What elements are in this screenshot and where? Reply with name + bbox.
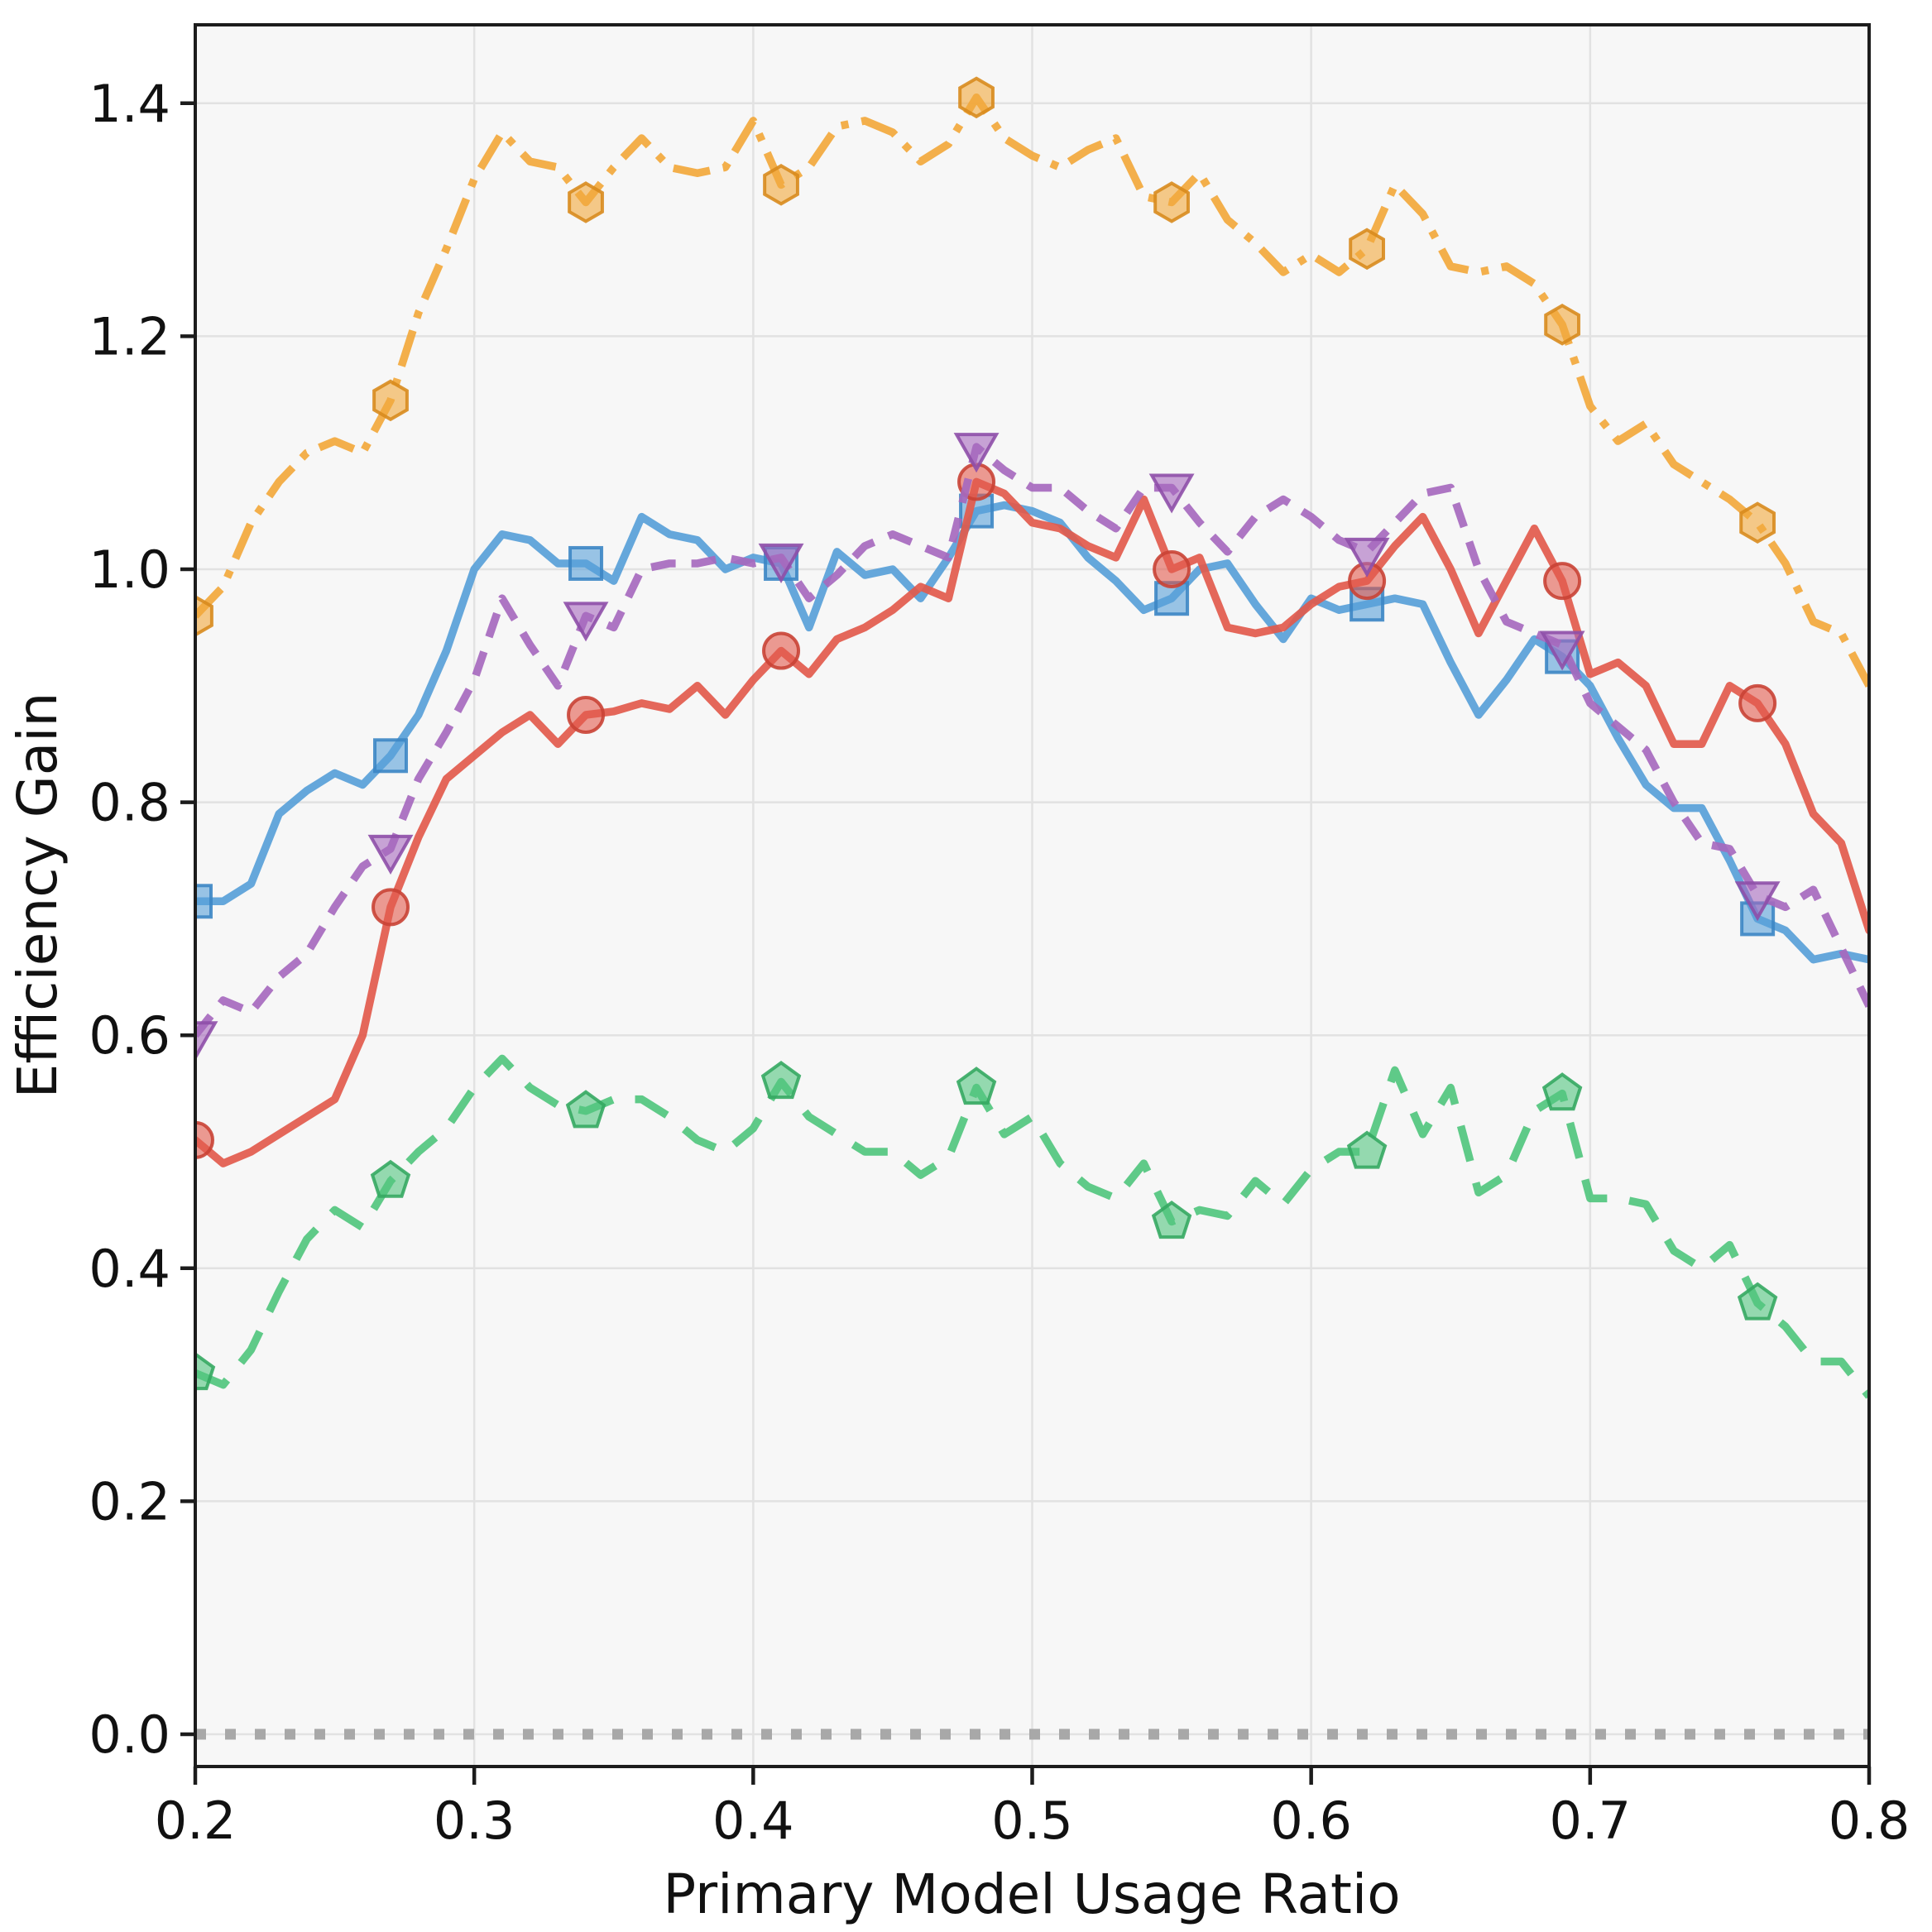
marker-triangle-down [563, 602, 609, 642]
marker-pentagon [1737, 1282, 1778, 1321]
series-line-orange-dashdot-hexagon [195, 93, 1869, 688]
marker-hexagon [568, 181, 604, 223]
marker-circle [195, 1120, 214, 1159]
marker-hexagon [1349, 228, 1385, 271]
marker-pentagon [1541, 1072, 1583, 1111]
marker-triangle-down [195, 1021, 218, 1062]
marker-pentagon [1346, 1130, 1388, 1169]
marker-triangle-down [758, 543, 804, 583]
marker-circle [372, 888, 410, 927]
marker-hexagon [763, 164, 799, 206]
marker-circle [762, 631, 801, 670]
marker-pentagon [565, 1090, 606, 1129]
x-tick-label: 0.6 [1270, 1791, 1352, 1851]
marker-pentagon [956, 1067, 997, 1105]
x-axis-label: Primary Model Usage Ratio [663, 1862, 1400, 1926]
y-tick-label: 0.2 [89, 1471, 170, 1532]
x-tick-label: 0.3 [434, 1791, 515, 1851]
marker-square [373, 738, 409, 774]
y-tick-label: 0.0 [89, 1704, 170, 1765]
x-tick-label: 0.5 [991, 1791, 1073, 1851]
series-line-blue-solid-square [195, 501, 1869, 964]
y-tick-label: 1.0 [89, 539, 170, 600]
marker-circle [567, 696, 606, 734]
chart-body: 0.2 0.3 0.4 0.5 0.6 0.7 0.8 0.0 0.2 0.4 0.6 0.8 1.0 1… [89, 23, 1910, 1851]
marker-triangle-down [1539, 630, 1585, 671]
marker-hexagon [958, 76, 995, 119]
series-line-green-dashed-pentagon [195, 1054, 1869, 1399]
y-axis-label: Efficiency Gain [6, 693, 70, 1099]
marker-pentagon [195, 1352, 216, 1391]
marker-triangle-down [1734, 881, 1781, 922]
marker-hexagon [1544, 304, 1581, 346]
marker-pentagon [1151, 1201, 1192, 1239]
y-tick-label: 0.8 [89, 773, 170, 833]
marker-hexagon [195, 595, 213, 637]
marker-hexagon [1739, 501, 1776, 544]
marker-pentagon [370, 1159, 411, 1198]
series-line-red-solid-circle [195, 477, 1869, 1167]
y-tick-label: 1.4 [89, 74, 170, 134]
marker-circle [1738, 683, 1777, 722]
y-tick-label: 0.6 [89, 1005, 170, 1066]
marker-hexagon [1153, 181, 1190, 223]
marker-triangle-down [953, 433, 1000, 473]
y-tick-label: 0.4 [89, 1239, 170, 1299]
x-tick-label: 0.8 [1829, 1791, 1910, 1851]
marker-hexagon [372, 379, 409, 422]
marker-square [568, 545, 604, 581]
x-tick-label: 0.7 [1550, 1791, 1632, 1851]
marker-triangle-down [1344, 537, 1390, 578]
marker-circle [1543, 562, 1582, 601]
marker-triangle-down [1148, 473, 1195, 514]
marker-square [195, 884, 213, 919]
marker-triangle-down [367, 834, 414, 875]
marker-pentagon [760, 1061, 802, 1100]
x-tick-label: 0.2 [155, 1791, 237, 1851]
series-line-purple-dashed-triangle [195, 443, 1869, 1038]
y-tick-label: 1.2 [89, 306, 170, 367]
x-tick-label: 0.4 [712, 1791, 794, 1851]
marker-circle [1153, 550, 1191, 588]
